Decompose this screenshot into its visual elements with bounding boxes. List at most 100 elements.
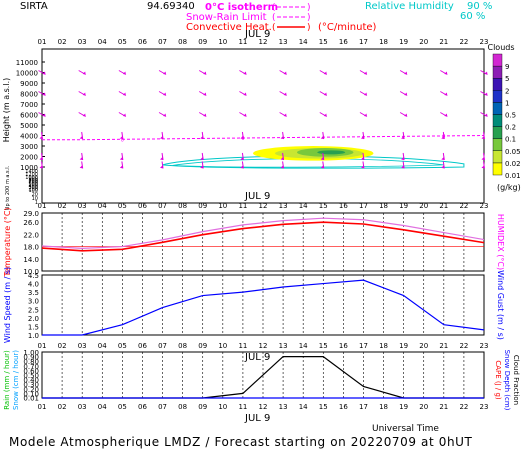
wind-arrow-head: [280, 165, 284, 169]
hour-tick-label-top: 04: [98, 38, 107, 46]
colorbar-swatch: [492, 90, 503, 103]
hour-tick-label-precip: 21: [439, 342, 448, 350]
height-tick-label: 5000: [20, 122, 38, 130]
height-tick-label: 6000: [20, 112, 38, 120]
wind-arrow: [41, 152, 43, 161]
wind-tick-label: 4.5: [28, 272, 39, 280]
wind-gust-axis-label: Wind Gust (m / s): [496, 270, 505, 340]
height-tick-label-low: 200: [28, 187, 38, 193]
wind-line: [42, 279, 485, 336]
hour-tick-label-precip: 07: [158, 342, 167, 350]
precip-tick-label: 1.00: [23, 349, 39, 357]
precip-tick-label: 0.70: [23, 363, 39, 371]
wind-arrow-head: [203, 71, 207, 75]
rh-90-contour: [162, 155, 465, 169]
hour-tick-label-precip: 22: [459, 342, 468, 350]
wind-arrow-head: [79, 157, 83, 160]
hour-tick-label-temp: 14: [299, 202, 308, 210]
hour-tick-label-top: 02: [58, 38, 67, 46]
convective-legend: Convective Heat.: [186, 22, 272, 33]
wind-arrow-head: [39, 165, 43, 169]
hour-tick-label-bottom: 07: [158, 403, 167, 411]
wind-arrow: [442, 131, 445, 140]
hour-tick-label-top: 17: [359, 38, 368, 46]
colorbar-swatch: [492, 77, 503, 91]
wind-arrow: [201, 152, 204, 161]
colorbar-swatch: [492, 53, 503, 67]
wind-arrow-head: [42, 92, 46, 96]
hour-tick-label-precip: 16: [339, 342, 348, 350]
height-tick-label: 2000: [20, 154, 38, 162]
svg-text:): ): [307, 3, 311, 13]
hour-tick-label-temp: 22: [459, 202, 468, 210]
wind-arrow-head: [481, 157, 485, 160]
hour-tick-label-precip: 03: [78, 342, 87, 350]
isotherm-legend: 0°C isotherm: [205, 2, 278, 13]
wind-arrow: [121, 131, 124, 140]
wind-arrow-head: [283, 71, 287, 75]
wind-arrow: [362, 152, 365, 161]
hour-tick-label-temp: 05: [118, 202, 127, 210]
hour-tick-label-top: 13: [279, 38, 288, 46]
precip-tick-label: 0.01: [23, 395, 39, 403]
wind-arrow-head: [160, 157, 164, 160]
rh-60-legend: 60 %: [460, 11, 485, 22]
hour-tick-label-temp: 08: [178, 202, 187, 210]
hour-tick-label-precip: 05: [118, 342, 127, 350]
convective-unit: (°C/minute): [318, 22, 377, 33]
wind-arrow-head: [323, 71, 327, 75]
height-tick-label-low: 800: [28, 178, 38, 184]
hour-tick-label-precip: 13: [279, 342, 288, 350]
wind-arrow: [81, 152, 84, 161]
hour-tick-label-top: 21: [439, 38, 448, 46]
wind-arrow-head: [360, 165, 364, 169]
height-axis-label: Height (m a.s.l.): [2, 78, 11, 143]
colorbar-label: 0.2: [505, 124, 516, 132]
hour-tick-label-bottom: 13: [279, 403, 288, 411]
height-tick-label: 7000: [20, 101, 38, 109]
height-tick-label: 4000: [20, 133, 38, 141]
wind-arrow-head: [119, 136, 123, 139]
isotherm-label: 0: [241, 136, 244, 142]
hour-tick-label-bottom: 09: [198, 403, 207, 411]
wind-arrow-head: [82, 113, 86, 117]
wind-arrow: [402, 152, 405, 161]
height-tick-label: 8000: [20, 91, 38, 99]
hour-tick-label-bottom: 10: [218, 403, 227, 411]
colorbar-title: Clouds: [487, 43, 514, 52]
hour-tick-label-bottom: 06: [138, 403, 147, 411]
wind-speed-axis-label: Wind Speed (m / s): [3, 267, 12, 343]
svg-text:(: (: [272, 3, 276, 13]
cloud-fraction-axis-label: Cloud Fraction: [512, 355, 520, 405]
wind-arrow-head: [404, 113, 408, 117]
hour-tick-label-precip: 04: [98, 342, 107, 350]
wind-arrow-head: [360, 136, 364, 139]
profile-frame: [41, 48, 485, 204]
colorbar-label: 0.01: [505, 172, 521, 180]
hour-tick-label-bottom: 05: [118, 403, 127, 411]
x-axis-label: Universal Time: [372, 424, 439, 434]
svg-text:): ): [307, 23, 311, 33]
snow-depth-axis-label: Snow Depth (cm): [503, 350, 511, 411]
wind-arrow: [362, 131, 365, 140]
wind-arrow-head: [444, 113, 448, 117]
height-tick-label: 1000: [20, 164, 38, 172]
rh-legend-label: Relative Humidity: [365, 1, 454, 12]
hour-tick-label-bottom: 04: [98, 403, 107, 411]
wind-arrow: [241, 152, 244, 161]
wind-arrow: [402, 131, 405, 140]
wind-arrow-head: [441, 165, 445, 169]
hour-tick-label-top: 23: [480, 38, 489, 46]
wind-arrow-head: [441, 136, 445, 139]
wind-arrow: [201, 131, 204, 140]
hour-tick-label-top: 07: [158, 38, 167, 46]
wind-arrow: [201, 161, 204, 169]
wind-arrow: [483, 161, 485, 169]
wind-tick-label: 2.0: [28, 315, 39, 323]
hour-tick-label-top: 06: [138, 38, 147, 46]
precip-tick-label: 0.20: [23, 386, 39, 394]
colorbar-label: 1: [505, 99, 509, 107]
height-tick-label: 9000: [20, 80, 38, 88]
temperature-line: [41, 221, 485, 252]
